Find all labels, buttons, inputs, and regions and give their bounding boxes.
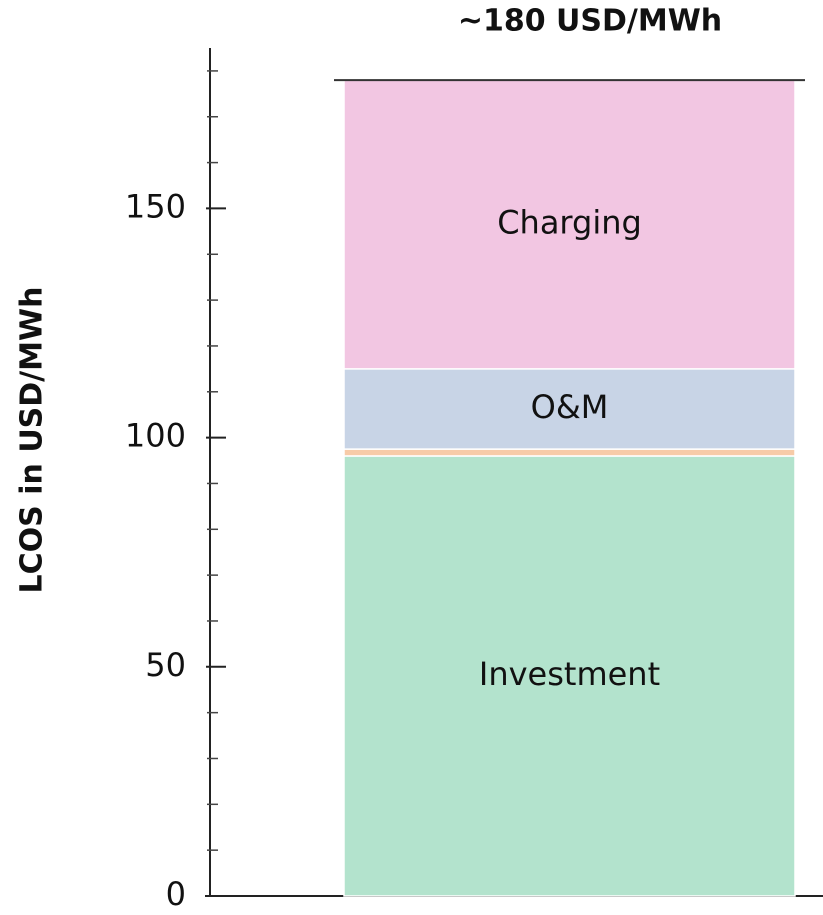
segment-label: O&M (531, 388, 609, 426)
bar-segment (343, 455, 796, 897)
y-axis-label: LCOS in USD/MWh (15, 287, 50, 594)
y-tick-label: 0 (166, 875, 186, 913)
bar-segment (343, 368, 796, 450)
segment-label: Charging (497, 203, 642, 241)
y-tick-label: 150 (125, 187, 186, 225)
total-annotation: ~180 USD/MWh (458, 4, 722, 39)
y-tick-label: 100 (125, 417, 186, 455)
bar-segment (343, 448, 796, 457)
bar-segment (343, 79, 796, 370)
y-tick-label: 50 (145, 646, 186, 684)
segment-label: Investment (479, 655, 660, 693)
